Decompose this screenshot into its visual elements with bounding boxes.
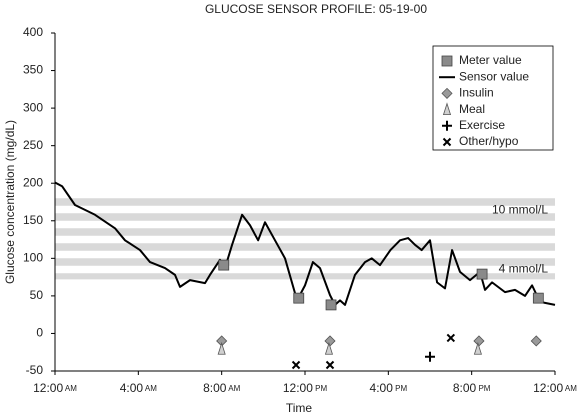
band-stripe bbox=[55, 258, 555, 266]
band-stripe bbox=[55, 198, 555, 206]
legend-label: Sensor value bbox=[459, 69, 529, 83]
meter-point bbox=[293, 292, 305, 304]
x-tick-label: 4:00 AM bbox=[120, 381, 157, 395]
y-tick-label: 100 bbox=[23, 251, 43, 265]
legend-label: Exercise bbox=[459, 118, 505, 132]
y-tick-label: -50 bbox=[26, 363, 44, 377]
x-tick-label: 8:00 PM bbox=[453, 381, 491, 395]
sensor-line bbox=[54, 181, 556, 306]
y-tick-label: 150 bbox=[23, 213, 43, 227]
annotation: 10 mmol/L bbox=[492, 202, 548, 216]
annotation: 4 mmol/L bbox=[499, 262, 549, 276]
legend-symbol bbox=[442, 137, 452, 147]
y-tick-label: 300 bbox=[23, 100, 43, 114]
other-point bbox=[291, 360, 301, 370]
y-tick-label: 250 bbox=[23, 138, 43, 152]
x-axis-label: Time bbox=[286, 401, 313, 415]
band-stripe bbox=[55, 228, 555, 236]
meter-point bbox=[476, 268, 488, 280]
band-stripe bbox=[55, 213, 555, 221]
y-tick-label: 350 bbox=[23, 63, 43, 77]
meter-point bbox=[532, 292, 544, 304]
legend-box bbox=[432, 45, 554, 151]
legend-symbol bbox=[442, 120, 452, 131]
legend-label: Meter value bbox=[459, 53, 522, 67]
legend-label: Insulin bbox=[459, 86, 494, 100]
y-tick-label: 50 bbox=[30, 288, 44, 302]
meter-point bbox=[218, 259, 230, 271]
meal-point bbox=[473, 341, 482, 355]
legend-symbol bbox=[442, 102, 452, 115]
insulin-point bbox=[324, 335, 336, 347]
reference-band bbox=[55, 198, 555, 280]
band-stripe bbox=[55, 273, 555, 280]
x-tick-label: 8:00 AM bbox=[203, 381, 240, 395]
meal-point bbox=[217, 341, 226, 355]
y-tick-label: 0 bbox=[36, 326, 43, 340]
exercise-point bbox=[425, 351, 435, 362]
chart-title: GLUCOSE SENSOR PROFILE: 05-19-00 bbox=[205, 2, 427, 16]
x-tick-label: 12:00 AM bbox=[33, 381, 77, 395]
meal-point bbox=[324, 341, 334, 355]
insulin-point bbox=[473, 335, 485, 347]
y-axis-label: Glucose concentration (mg/dL) bbox=[3, 120, 17, 284]
legend-symbol bbox=[441, 55, 453, 67]
x-tick-label: 12:00 AM bbox=[533, 381, 577, 395]
insulin-point bbox=[530, 335, 542, 347]
x-tick-label: 12:00 PM bbox=[283, 381, 328, 395]
x-tick-label: 4:00 PM bbox=[370, 381, 408, 395]
band-stripe bbox=[55, 243, 555, 251]
other-point bbox=[325, 360, 335, 370]
y-tick-label: 200 bbox=[23, 175, 43, 189]
legend-label: Other/hypo bbox=[459, 134, 519, 148]
y-tick-label: 400 bbox=[23, 25, 43, 39]
legend-label: Meal bbox=[459, 102, 485, 116]
meter-point bbox=[325, 299, 337, 311]
other-point bbox=[446, 333, 456, 343]
legend-symbol bbox=[441, 87, 453, 99]
